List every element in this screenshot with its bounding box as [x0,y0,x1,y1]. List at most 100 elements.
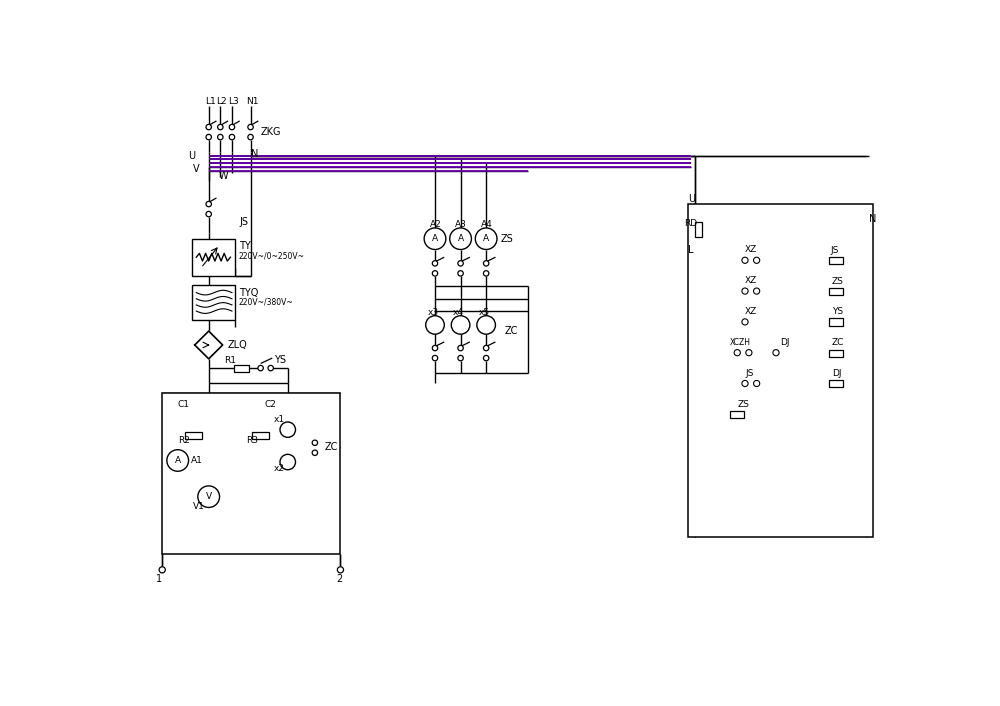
Circle shape [483,270,489,276]
Text: ZS: ZS [832,277,844,285]
Circle shape [483,261,489,266]
Text: TYQ: TYQ [239,287,258,298]
Text: V: V [193,164,200,174]
Circle shape [451,316,470,334]
Text: DJ: DJ [780,338,789,347]
Circle shape [280,455,296,469]
Text: YS: YS [832,307,843,316]
Text: XCZH: XCZH [730,338,750,347]
Circle shape [229,124,235,130]
Circle shape [198,486,220,508]
Text: L1: L1 [205,97,216,106]
Text: N: N [251,149,259,159]
Circle shape [258,366,263,371]
Circle shape [206,134,211,140]
Text: DJ: DJ [832,369,841,378]
Circle shape [312,450,318,455]
Circle shape [206,211,211,217]
Circle shape [754,381,760,387]
Circle shape [450,228,471,249]
Bar [829,381,843,388]
Circle shape [458,355,463,361]
Bar [234,365,249,372]
Circle shape [754,288,760,294]
Text: V: V [206,492,212,501]
Bar [688,204,873,537]
Text: ZS: ZS [737,400,749,409]
Circle shape [312,440,318,445]
Text: U: U [688,193,695,203]
Circle shape [742,257,748,263]
Circle shape [218,124,223,130]
Circle shape [432,261,438,266]
Circle shape [742,381,748,387]
Text: ZC: ZC [325,442,338,452]
Circle shape [432,345,438,351]
Text: A3: A3 [455,220,467,229]
Text: C1: C1 [178,400,190,409]
Circle shape [432,355,438,361]
Text: L2: L2 [216,97,227,106]
Circle shape [475,228,497,249]
Circle shape [483,345,489,351]
Text: A: A [175,456,181,465]
Text: R1: R1 [224,356,236,365]
Circle shape [337,567,344,573]
Circle shape [206,124,211,130]
Text: N: N [869,215,876,225]
Circle shape [458,345,463,351]
Circle shape [218,134,223,140]
Circle shape [248,134,253,140]
Circle shape [280,422,296,438]
Text: U: U [189,150,196,160]
Text: L3: L3 [228,97,239,106]
Circle shape [734,349,740,356]
Circle shape [477,316,495,334]
Circle shape [746,349,752,356]
Text: x4: x4 [453,308,464,317]
Text: x5: x5 [478,308,490,317]
Text: JS: JS [745,369,753,378]
Circle shape [458,261,463,266]
Text: ZKG: ZKG [261,128,281,138]
Text: TY: TY [239,241,251,251]
Text: A1: A1 [191,456,203,465]
Bar [252,432,269,439]
Circle shape [773,349,779,356]
Bar [829,349,843,357]
Text: A2: A2 [430,220,441,229]
Bar [829,288,843,295]
Text: L: L [688,245,693,256]
Text: W: W [219,171,228,181]
Circle shape [483,355,489,361]
Circle shape [229,134,235,140]
Text: x1: x1 [274,415,285,424]
Text: XZ: XZ [745,307,757,316]
Text: A: A [458,234,464,244]
Text: 2: 2 [336,574,342,584]
Bar [192,285,235,320]
Circle shape [268,366,273,371]
Bar [185,432,202,439]
Text: 220V~/380V~: 220V~/380V~ [239,297,294,306]
Text: XZ: XZ [745,245,757,254]
Text: JS: JS [240,217,249,227]
Text: R3: R3 [246,436,258,445]
Text: V1: V1 [193,502,205,511]
Text: ZC: ZC [832,338,844,347]
Bar [695,222,702,237]
Text: YS: YS [274,355,286,366]
Bar [829,318,843,325]
Text: 220V~/0~250V~: 220V~/0~250V~ [239,251,305,260]
Circle shape [159,567,165,573]
Text: XZ: XZ [745,276,757,285]
Text: x3: x3 [427,308,438,317]
Text: R2: R2 [178,436,190,445]
Circle shape [426,316,444,334]
Text: JS: JS [830,246,839,255]
Text: N1: N1 [246,97,258,106]
Text: ZS: ZS [501,234,514,244]
Bar [162,393,340,554]
Text: RD: RD [685,219,698,228]
Circle shape [754,257,760,263]
